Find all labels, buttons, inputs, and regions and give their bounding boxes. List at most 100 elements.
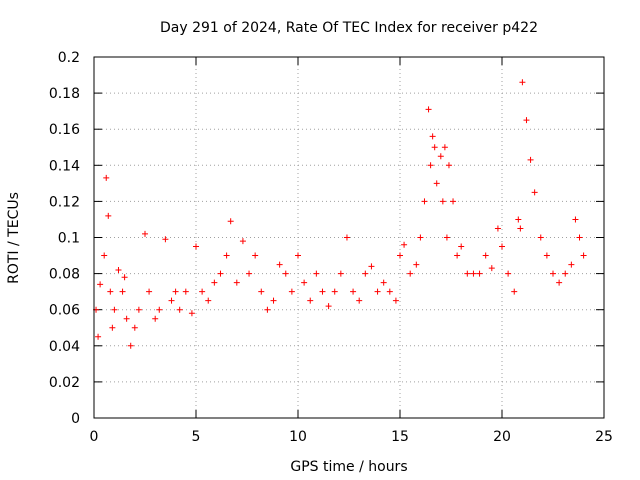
data-point — [443, 234, 450, 241]
data-point — [258, 288, 265, 295]
data-point — [431, 144, 438, 151]
data-point — [537, 234, 544, 241]
data-point — [576, 234, 583, 241]
data-point — [95, 333, 102, 340]
data-point — [152, 315, 159, 322]
data-point — [109, 324, 116, 331]
data-point — [288, 288, 295, 295]
y-tick-label: 0.1 — [58, 231, 80, 247]
data-point — [470, 270, 477, 277]
data-point — [441, 144, 448, 151]
data-point — [562, 270, 569, 277]
data-point — [239, 238, 246, 245]
data-point — [162, 236, 169, 243]
y-tick-label: 0.08 — [49, 267, 80, 283]
data-point — [227, 218, 234, 225]
data-point — [350, 288, 357, 295]
data-point — [437, 153, 444, 160]
data-point — [282, 270, 289, 277]
data-point — [407, 270, 414, 277]
data-point — [505, 270, 512, 277]
data-point — [168, 297, 175, 304]
y-tick-label: 0.06 — [49, 303, 80, 319]
y-tick-label: 0.02 — [49, 375, 80, 391]
x-tick-label: 10 — [289, 429, 307, 445]
data-point — [433, 180, 440, 187]
data-point — [429, 133, 436, 140]
data-point — [233, 279, 240, 286]
data-point — [193, 243, 199, 250]
data-point — [374, 288, 381, 295]
data-point — [252, 252, 259, 259]
chart-title: Day 291 of 2024, Rate Of TEC Index for r… — [160, 20, 538, 36]
data-point — [182, 288, 189, 295]
data-point — [264, 306, 271, 313]
x-tick-label: 15 — [391, 429, 409, 445]
data-point — [146, 288, 153, 295]
data-point — [176, 306, 183, 313]
data-point — [556, 279, 563, 286]
data-point — [476, 270, 483, 277]
data-point — [131, 324, 138, 331]
data-point — [307, 297, 314, 304]
data-point — [343, 234, 350, 241]
x-tick-label: 20 — [493, 429, 511, 445]
data-point — [246, 270, 253, 277]
data-point — [295, 252, 301, 259]
data-point — [199, 288, 206, 295]
y-tick-label: 0.12 — [49, 194, 80, 210]
data-point — [156, 306, 163, 313]
x-tick-label: 0 — [90, 429, 99, 445]
data-point — [211, 279, 218, 286]
y-tick-label: 0.14 — [49, 158, 80, 174]
data-point — [523, 117, 530, 124]
data-point — [425, 106, 432, 113]
data-point — [105, 212, 112, 219]
y-tick-label: 0.04 — [49, 339, 80, 355]
data-point — [445, 162, 452, 169]
y-axis-label: ROTI / TECUs — [6, 192, 22, 284]
data-point — [464, 270, 471, 277]
data-point — [417, 234, 424, 241]
data-point — [123, 315, 130, 322]
data-point — [531, 189, 538, 196]
data-point — [519, 79, 526, 86]
x-tick-label: 25 — [595, 429, 613, 445]
data-point — [527, 156, 534, 163]
data-point — [543, 252, 550, 259]
data-point — [103, 174, 110, 181]
data-point — [313, 270, 320, 277]
data-point — [368, 263, 375, 270]
data-point — [111, 306, 118, 313]
data-point — [325, 303, 332, 310]
data-point — [488, 265, 495, 272]
data-point — [119, 288, 126, 295]
data-point — [223, 252, 230, 259]
data-point — [172, 288, 179, 295]
data-point — [301, 279, 308, 286]
data-point — [101, 252, 108, 259]
data-point — [568, 261, 575, 268]
data-point — [356, 297, 363, 304]
data-point — [482, 252, 489, 259]
data-point — [217, 270, 224, 277]
data-point — [413, 261, 420, 268]
data-point — [397, 252, 403, 259]
data-point — [319, 288, 326, 295]
data-point — [337, 270, 344, 277]
data-point — [458, 243, 465, 250]
grid-lines — [94, 57, 604, 418]
data-point — [450, 198, 457, 205]
data-point — [572, 216, 579, 223]
y-tick-label: 0 — [71, 411, 80, 427]
data-point — [454, 252, 461, 259]
data-point — [135, 306, 142, 313]
data-point — [97, 281, 104, 288]
axis-ticks: 0 0.02 0.04 0.06 0.08 0.1 0.12 0.14 0.16 0.18 0.2 0… — [49, 50, 613, 445]
data-point — [494, 225, 501, 232]
data-point — [511, 288, 518, 295]
data-point — [580, 252, 587, 259]
data-point — [331, 288, 338, 295]
data-point — [515, 216, 522, 223]
